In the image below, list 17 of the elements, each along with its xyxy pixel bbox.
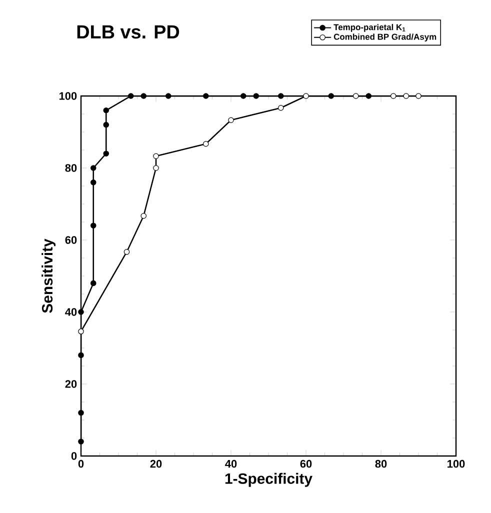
y-tick-label: 0 xyxy=(71,452,77,460)
y-tick-label: 80 xyxy=(65,164,77,172)
y-tick-label: 40 xyxy=(65,308,77,316)
y-axis-title: Sensitivity xyxy=(42,238,56,313)
x-axis-title: 1-Specificity xyxy=(225,472,312,487)
x-tick-label: 0 xyxy=(78,460,84,468)
chart-title: DLB vs. PD xyxy=(77,25,180,39)
legend-label: Tempo-parietal K$_{1}$ xyxy=(334,24,406,32)
y-tick-label: 60 xyxy=(65,236,77,244)
legend-label: Combined BP Grad/Asym xyxy=(334,34,436,42)
x-tick-label: 20 xyxy=(150,460,162,468)
x-tick-label: 100 xyxy=(448,460,465,468)
y-tick-label: 20 xyxy=(65,380,77,388)
x-tick-label: 60 xyxy=(300,460,312,468)
x-tick-label: 80 xyxy=(375,460,387,468)
x-tick-label: 40 xyxy=(225,460,237,468)
y-tick-label: 100 xyxy=(59,92,77,100)
